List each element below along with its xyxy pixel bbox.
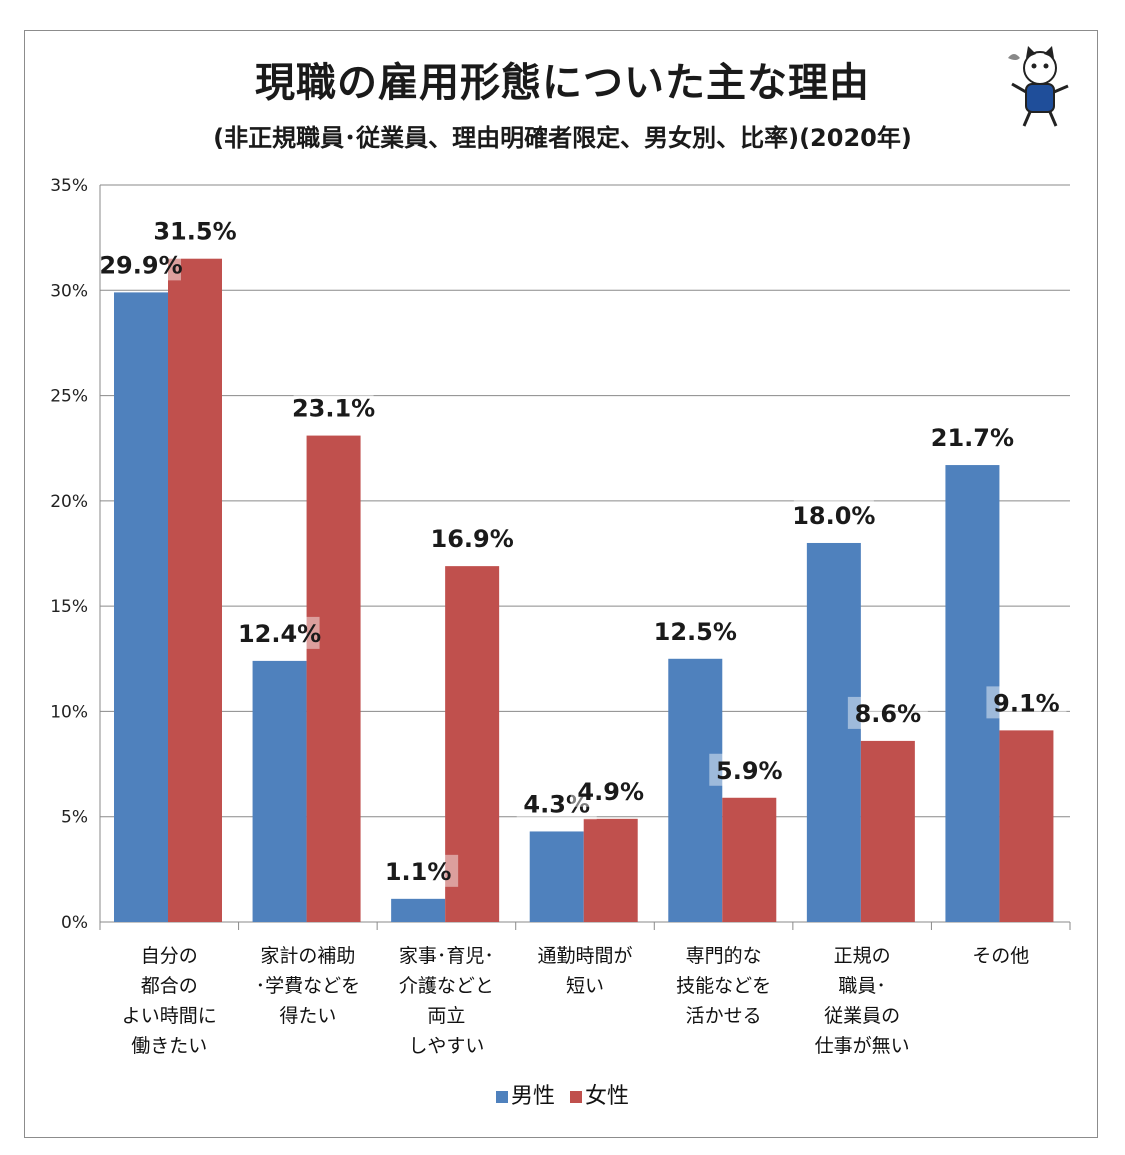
x-category-label-line: 都合の bbox=[141, 975, 198, 997]
x-category-label-line: よい時間に bbox=[122, 1005, 217, 1027]
data-label-bg bbox=[570, 774, 651, 807]
y-tick-label: 15% bbox=[50, 597, 88, 617]
chart-title: 現職の雇用形態についた主な理由 bbox=[255, 60, 870, 106]
bar-male bbox=[252, 660, 307, 922]
x-category-label-line: 家計の補助 bbox=[260, 945, 355, 967]
y-tick-label: 0% bbox=[61, 913, 88, 933]
x-category-label-line: ･学費などを bbox=[256, 975, 361, 997]
x-category-label-line: 正規の bbox=[834, 945, 891, 967]
bar-male bbox=[945, 465, 1000, 922]
bar-male bbox=[806, 542, 861, 922]
x-category-label-line: 介護などと bbox=[399, 975, 494, 997]
bar-female bbox=[445, 566, 500, 922]
data-label-female: 9.1% bbox=[993, 689, 1060, 717]
x-category-label-line: 通勤時間が bbox=[537, 945, 632, 967]
data-label-male: 12.4% bbox=[238, 620, 321, 648]
data-label-male: 29.9% bbox=[99, 251, 182, 279]
bar-female bbox=[860, 740, 915, 922]
data-label-female: 8.6% bbox=[855, 700, 922, 728]
data-label-bg bbox=[655, 614, 736, 647]
y-tick-label: 35% bbox=[50, 176, 88, 196]
data-label-female: 23.1% bbox=[292, 395, 375, 423]
data-label-bg bbox=[155, 214, 235, 247]
data-label-male: 1.1% bbox=[385, 858, 452, 886]
data-label-male: 21.7% bbox=[931, 424, 1014, 452]
bar-male bbox=[391, 898, 446, 922]
cat-mascot-icon bbox=[1008, 46, 1069, 127]
x-category-label-line: 仕事が無い bbox=[815, 1035, 910, 1057]
x-category-label-line: 働きたい bbox=[131, 1035, 207, 1057]
bar-male bbox=[668, 658, 723, 922]
data-label-bg bbox=[432, 522, 513, 555]
data-label-bg bbox=[932, 421, 1013, 454]
bar-female bbox=[999, 730, 1054, 922]
x-category-label: 家計の補助 ･学費などを得たい bbox=[256, 945, 361, 1027]
y-tick-label: 10% bbox=[50, 702, 88, 722]
data-label-bg bbox=[516, 787, 597, 820]
y-tick-label: 20% bbox=[50, 492, 88, 512]
data-label-male: 4.3% bbox=[523, 790, 590, 818]
x-category-label-line: 家事･育児･ bbox=[399, 945, 494, 967]
x-category-label-line: しやすい bbox=[409, 1035, 485, 1057]
x-category-label-line: その他 bbox=[972, 945, 1029, 967]
chart-subtitle: (非正規職員･従業員、理由明確者限定、男女別、比率)(2020年) bbox=[213, 124, 912, 152]
y-tick-label: 30% bbox=[50, 281, 88, 301]
data-label-bg bbox=[847, 696, 928, 729]
legend-label-female: 女性 bbox=[585, 1084, 630, 1109]
x-category-label: その他 bbox=[972, 945, 1029, 967]
legend-item-female: 女性 bbox=[570, 1078, 629, 1110]
x-category-label-line: 活かせる bbox=[686, 1005, 762, 1027]
x-category-label-line: 両立 bbox=[427, 1005, 465, 1027]
y-tick-label: 25% bbox=[50, 387, 88, 407]
data-label-female: 31.5% bbox=[153, 218, 236, 246]
data-label-bg bbox=[709, 753, 790, 786]
legend-label-male: 男性 bbox=[510, 1084, 555, 1109]
bar-female bbox=[306, 435, 361, 922]
x-category-label-line: 短い bbox=[566, 975, 604, 997]
legend-swatch-female bbox=[570, 1091, 582, 1103]
bar-female bbox=[168, 258, 222, 922]
legend: 男性 女性 bbox=[0, 1078, 1125, 1110]
x-category-label-line: 職員･ bbox=[838, 975, 886, 997]
x-category-label: 専門的な技能などを活かせる bbox=[676, 945, 771, 1027]
bar-male bbox=[529, 831, 584, 922]
data-label-male: 12.5% bbox=[654, 618, 737, 646]
x-category-label-line: 技能などを bbox=[676, 975, 771, 997]
x-category-label: 正規の職員･ 従業員の仕事が無い bbox=[815, 945, 910, 1057]
x-category-label: 家事･育児･ 介護などと両立しやすい bbox=[399, 945, 494, 1057]
data-label-bg bbox=[793, 498, 874, 531]
y-tick-label: 5% bbox=[61, 808, 88, 828]
data-label-female: 5.9% bbox=[716, 757, 783, 785]
data-label-female: 16.9% bbox=[431, 525, 514, 553]
data-label-bg bbox=[378, 854, 459, 887]
x-category-label: 自分の都合のよい時間に働きたい bbox=[122, 945, 217, 1057]
x-category-label-line: 従業員の bbox=[824, 1005, 900, 1027]
x-category-label: 通勤時間が短い bbox=[537, 945, 632, 997]
legend-item-male: 男性 bbox=[495, 1078, 555, 1110]
data-label-female: 4.9% bbox=[577, 778, 644, 806]
data-label-male: 18.0% bbox=[792, 502, 875, 530]
x-category-label-line: 専門的な bbox=[686, 945, 762, 967]
x-category-label-line: 自分の bbox=[141, 945, 198, 967]
data-label-bg bbox=[101, 248, 181, 281]
x-category-label-line: 得たい bbox=[279, 1005, 336, 1027]
data-label-bg bbox=[293, 391, 374, 424]
legend-swatch-male bbox=[495, 1091, 508, 1103]
bar-female bbox=[583, 818, 638, 922]
bar-male bbox=[114, 292, 168, 922]
data-label-bg bbox=[986, 686, 1067, 719]
bar-female bbox=[722, 797, 777, 922]
data-label-bg bbox=[239, 616, 320, 649]
